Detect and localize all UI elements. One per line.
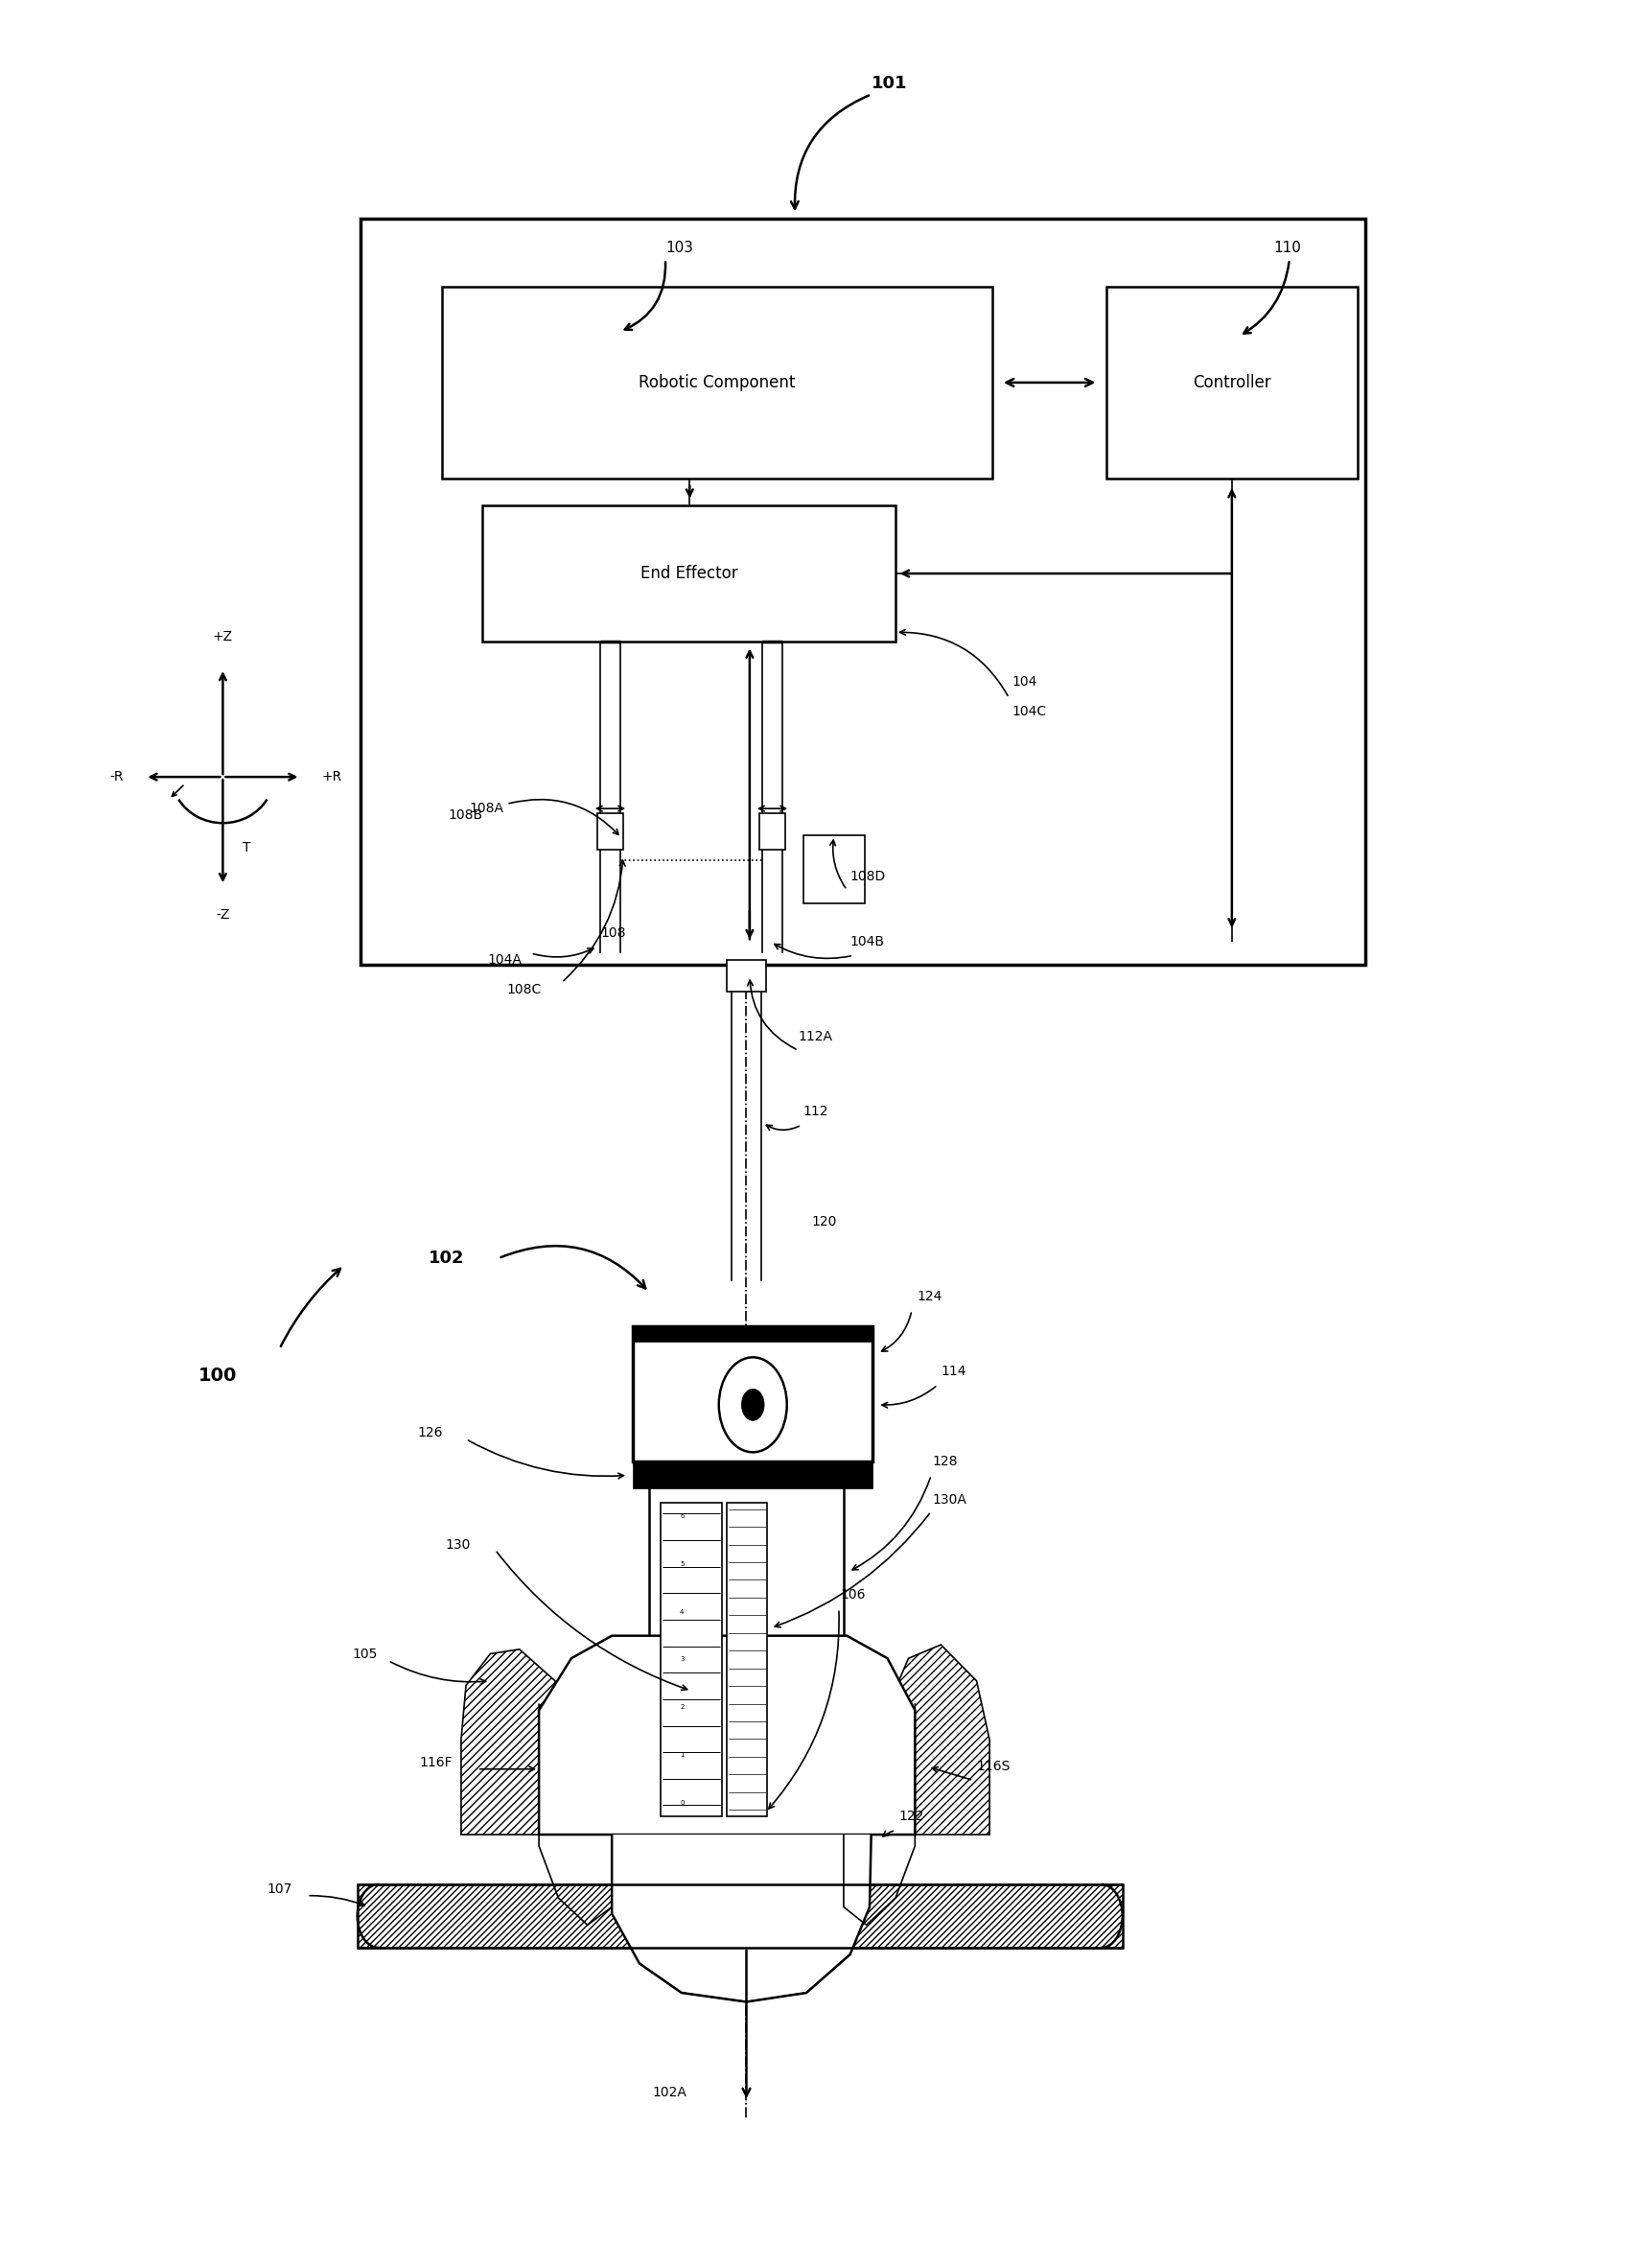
Polygon shape (612, 1835, 871, 2003)
Text: Robotic Component: Robotic Component (638, 374, 794, 390)
Bar (759, 814, 785, 848)
Text: +R: +R (321, 771, 342, 785)
Text: -R: -R (111, 771, 124, 785)
Bar (803, 835, 864, 903)
Bar (597, 814, 624, 848)
Text: 116S: 116S (977, 1760, 1009, 1774)
Text: 3: 3 (679, 1656, 684, 1662)
Bar (357, 1885, 1122, 1948)
Text: 102A: 102A (651, 2087, 687, 2098)
Text: +Z: +Z (213, 631, 233, 644)
Bar (360, 218, 1364, 964)
Text: 104: 104 (1011, 676, 1037, 689)
Text: 0: 0 (679, 1801, 684, 1805)
Text: 101: 101 (871, 75, 907, 91)
Text: 130A: 130A (933, 1492, 967, 1506)
Text: 105: 105 (352, 1647, 378, 1660)
Text: 104A: 104A (487, 953, 521, 966)
Text: 4: 4 (679, 1608, 684, 1615)
Polygon shape (539, 1635, 915, 1835)
Bar (633, 1327, 873, 1343)
Bar (650, 1483, 843, 1835)
Text: 130: 130 (444, 1538, 470, 1551)
Text: 114: 114 (941, 1365, 965, 1379)
Text: 122: 122 (899, 1810, 923, 1823)
Text: 108B: 108B (448, 810, 482, 821)
Text: 5: 5 (679, 1560, 684, 1567)
Bar (633, 1461, 873, 1488)
Text: 6: 6 (679, 1513, 684, 1520)
Bar (441, 286, 991, 479)
Text: 104C: 104C (1011, 705, 1047, 719)
Text: 110: 110 (1273, 240, 1301, 256)
Circle shape (741, 1388, 764, 1420)
Bar (482, 506, 895, 642)
Text: 2: 2 (679, 1706, 684, 1710)
Text: 100: 100 (199, 1368, 238, 1386)
Text: 108: 108 (601, 925, 625, 939)
Circle shape (718, 1356, 786, 1452)
Bar (726, 1501, 767, 1817)
Text: T: T (243, 841, 251, 855)
Text: 108A: 108A (469, 803, 503, 814)
Text: 1: 1 (679, 1753, 684, 1758)
Text: 108D: 108D (850, 869, 886, 882)
Text: End Effector: End Effector (640, 565, 737, 583)
Text: Controller: Controller (1192, 374, 1270, 390)
Bar (1105, 286, 1356, 479)
Text: 104B: 104B (850, 934, 884, 948)
Text: 116F: 116F (418, 1755, 453, 1769)
Bar (726, 959, 765, 991)
Text: 107: 107 (267, 1882, 291, 1896)
Text: 102: 102 (428, 1250, 464, 1268)
Text: 112A: 112A (798, 1030, 832, 1043)
Bar (659, 1501, 721, 1817)
Text: 126: 126 (417, 1427, 443, 1438)
Text: 120: 120 (811, 1216, 837, 1229)
Text: 128: 128 (933, 1456, 957, 1467)
Text: -Z: -Z (217, 907, 230, 921)
Text: 103: 103 (664, 240, 694, 256)
Text: 112: 112 (803, 1105, 829, 1118)
Bar (633, 1327, 873, 1461)
Text: 108C: 108C (506, 982, 540, 996)
Text: 124: 124 (917, 1290, 941, 1304)
Text: 106: 106 (840, 1588, 866, 1601)
